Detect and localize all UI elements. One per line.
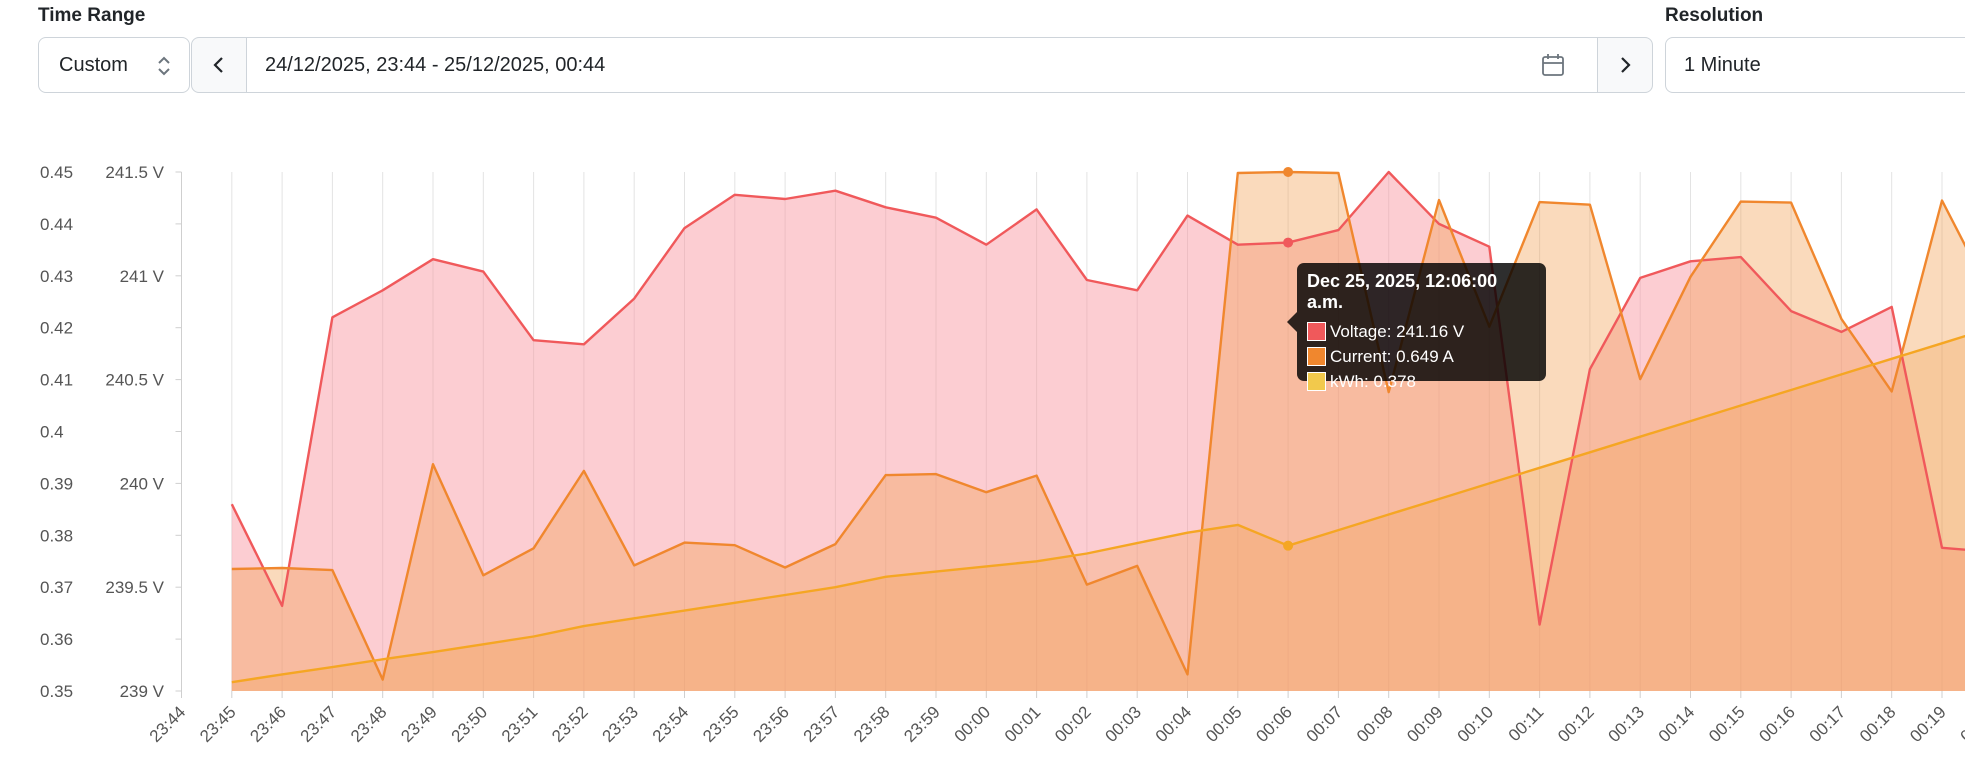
x-tick-label: 00:09 <box>1403 702 1447 746</box>
y-right-tick-label: 241 V <box>120 267 165 286</box>
y-right-tick-label: 241.5 V <box>105 163 164 182</box>
x-tick-label: 00:11 <box>1505 702 1548 745</box>
current-swatch <box>1307 347 1326 366</box>
tooltip-row-kwh: kWh: 0.378 <box>1307 369 1536 394</box>
x-tick-label: 23:52 <box>548 702 592 746</box>
x-tick-label: 23:59 <box>900 702 944 746</box>
x-tick-label: 23:49 <box>397 702 441 746</box>
tooltip-row-current: Current: 0.649 A <box>1307 344 1536 369</box>
y-left-tick-label: 0.39 <box>40 474 73 493</box>
x-tick-label: 00:07 <box>1303 702 1347 746</box>
x-tick-label: 00:13 <box>1605 702 1649 746</box>
previous-range-button[interactable] <box>191 37 247 93</box>
chevron-left-icon <box>213 57 223 73</box>
y-right-tick-label: 239 V <box>120 682 165 701</box>
series-lines <box>230 170 1965 684</box>
x-tick-label: 00:04 <box>1152 702 1196 746</box>
x-tick-label: 23:50 <box>448 702 492 746</box>
range-type-value: Custom <box>59 53 128 76</box>
y-left-tick-label: 0.35 <box>40 682 73 701</box>
x-tick-label: 00:16 <box>1755 702 1799 746</box>
x-tick-label: 00:17 <box>1806 702 1850 746</box>
x-tick-label: 00:19 <box>1906 702 1950 746</box>
y-right-tick-label: 239.5 V <box>105 578 164 597</box>
kwh-line <box>231 334 1965 684</box>
voltage-swatch <box>1307 322 1326 341</box>
current-line <box>231 170 1965 681</box>
chevron-up-down-icon <box>158 56 170 76</box>
current-point <box>1283 167 1294 177</box>
y-left-tick-label: 0.43 <box>40 267 73 286</box>
y-left-tick-label: 0.38 <box>40 526 73 545</box>
time-range-label: Time Range <box>38 5 146 26</box>
x-tick-label: 00:15 <box>1705 702 1749 746</box>
next-range-button[interactable] <box>1597 37 1653 93</box>
y-right-tick-label: 240.5 V <box>105 371 164 390</box>
x-tick-label: 23:48 <box>347 702 391 746</box>
x-tick-label: 00:20 <box>1957 702 1965 746</box>
tooltip-row-voltage: Voltage: 241.16 V <box>1307 319 1536 344</box>
x-tick-label: 23:45 <box>196 702 240 746</box>
resolution-label: Resolution <box>1665 5 1764 26</box>
kwh-swatch <box>1307 372 1326 391</box>
chevron-right-icon <box>1621 57 1631 73</box>
tooltip-caret <box>1287 312 1297 332</box>
x-tick-label: 23:57 <box>800 702 844 746</box>
resolution-select[interactable]: 1 Minute <box>1665 37 1965 93</box>
x-tick-label: 00:06 <box>1252 702 1296 746</box>
x-tick-label: 00:18 <box>1856 702 1900 746</box>
series-areas <box>231 172 1965 691</box>
x-tick-label: 00:01 <box>1001 702 1045 746</box>
x-tick-label: 23:47 <box>297 702 341 746</box>
x-tick-label: 23:46 <box>246 702 290 746</box>
tooltip-kwh: kWh: 0.378 <box>1330 371 1416 391</box>
y-left-tick-label: 0.45 <box>40 163 73 182</box>
x-tick-label: 23:55 <box>699 702 743 746</box>
x-tick-label: 23:56 <box>749 702 793 746</box>
hover-points <box>1283 167 1294 551</box>
x-tick-label: 23:53 <box>599 702 643 746</box>
x-tick-label: 00:00 <box>951 702 995 746</box>
x-tick-label: 00:12 <box>1554 702 1598 746</box>
x-tick-label: 23:44 <box>146 702 190 746</box>
date-range-input[interactable]: 24/12/2025, 23:44 - 25/12/2025, 00:44 <box>246 37 1598 93</box>
tooltip-title: Dec 25, 2025, 12:06:00 a.m. <box>1307 271 1498 312</box>
x-tick-label: 23:54 <box>649 702 693 746</box>
x-tick-label: 23:51 <box>498 702 542 746</box>
x-tick-label: 00:03 <box>1102 702 1146 746</box>
voltage-area <box>231 172 1965 691</box>
y-left-tick-label: 0.36 <box>40 630 73 649</box>
y-left-tick-label: 0.44 <box>40 215 73 234</box>
y-left-tick-label: 0.41 <box>40 371 73 390</box>
date-range-value: 24/12/2025, 23:44 - 25/12/2025, 00:44 <box>265 53 606 76</box>
x-tick-label: 23:58 <box>850 702 894 746</box>
resolution-value: 1 Minute <box>1684 53 1761 76</box>
kwh-area <box>231 336 1965 691</box>
y-right-tick-label: 240 V <box>120 474 165 493</box>
range-type-select[interactable]: Custom <box>38 37 190 93</box>
voltage-line <box>230 170 1965 626</box>
calendar-icon[interactable] <box>1541 53 1565 77</box>
x-tick-label: 00:08 <box>1353 702 1397 746</box>
y-left-tick-label: 0.42 <box>40 319 73 338</box>
x-tick-label: 00:05 <box>1202 702 1246 746</box>
tooltip-voltage: Voltage: 241.16 V <box>1330 321 1465 341</box>
tooltip-current: Current: 0.649 A <box>1330 346 1454 366</box>
x-tick-label: 00:10 <box>1454 702 1498 746</box>
x-tick-label: 00:14 <box>1655 702 1699 746</box>
y-left-tick-label: 0.4 <box>40 423 64 442</box>
y-left-tick-label: 0.37 <box>40 578 73 597</box>
kwh-point <box>1283 540 1294 551</box>
chart-tooltip: Dec 25, 2025, 12:06:00 a.m. Voltage: 241… <box>1297 263 1546 391</box>
x-tick-label: 00:02 <box>1051 702 1095 746</box>
voltage-point <box>1283 237 1294 248</box>
